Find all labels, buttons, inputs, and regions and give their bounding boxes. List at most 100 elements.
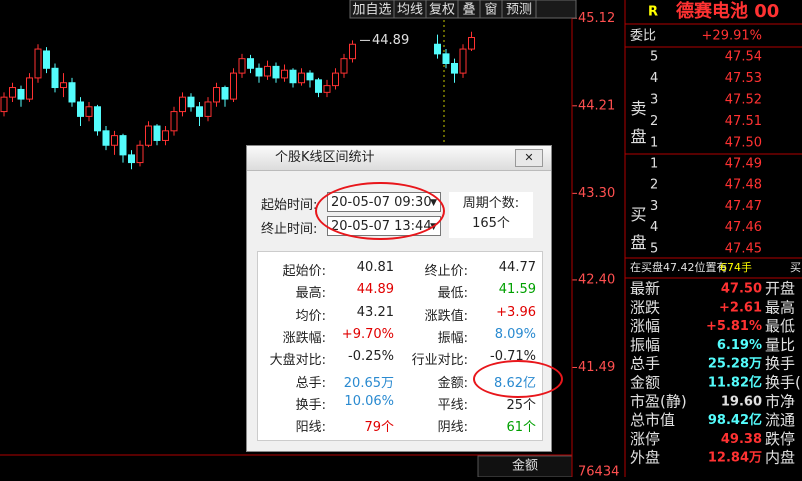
buy-price: 47.45 — [725, 241, 762, 256]
stat-value: 44.89 — [356, 282, 394, 298]
stat-value: 98.42亿 — [708, 412, 762, 428]
toolbar-button-label: 窗 — [484, 2, 497, 18]
candle-body — [306, 72, 314, 81]
start-label: 起始时间: — [261, 198, 318, 213]
count-value: 165个 — [472, 216, 510, 231]
candle-body — [102, 130, 110, 146]
candle-body — [68, 82, 76, 103]
stat-next-label: 开盘 — [765, 280, 795, 298]
stat-next-label: 流通 — [765, 411, 795, 429]
stat-next-label: 市净 — [765, 392, 795, 410]
end-label: 终止时间: — [261, 222, 318, 237]
candle-body — [289, 69, 297, 84]
price-label: 44.21 — [578, 98, 615, 113]
candle-body — [26, 77, 33, 100]
stat-value: 40.81 — [356, 260, 394, 275]
ratio-label: 委比 — [630, 29, 656, 44]
stat-label: 金额: — [437, 375, 468, 391]
stat-value: 12.84万 — [708, 451, 762, 466]
flag: R — [648, 5, 658, 20]
stat-next-label: 换手 — [765, 355, 795, 373]
candle-body — [451, 62, 458, 74]
buy-level: 2 — [650, 178, 658, 193]
stat-label: 涨幅 — [630, 317, 660, 335]
price-label: 43.30 — [578, 186, 615, 201]
sell-price: 47.52 — [725, 93, 762, 108]
price-label-top: 45.12 — [578, 11, 615, 26]
stat-value: 43.21 — [356, 304, 394, 320]
sell-price: 47.51 — [725, 114, 762, 129]
interval-stats-dialog: 个股K线区间统计 ✕ 起始时间: 20-05-07 09:30 终止时间: 20… — [246, 145, 563, 452]
candle-body — [255, 67, 263, 77]
bottom-label: 金额 — [512, 458, 538, 474]
stat-label: 最高: — [295, 286, 326, 302]
stat-value: +3.96 — [496, 304, 536, 320]
price-label: 41.49 — [578, 360, 615, 375]
stat-label: 外盘 — [630, 449, 660, 467]
sell-level: 2 — [650, 114, 658, 129]
stat-next-label: 最低 — [765, 317, 795, 335]
candle-body — [85, 106, 93, 117]
stat-next-label: 量比 — [765, 336, 795, 354]
buy-price: 47.49 — [725, 157, 762, 172]
stat-value: 8.09% — [494, 326, 536, 342]
candle-body — [349, 43, 356, 60]
toolbar-arrows[interactable] — [535, 0, 577, 19]
stat-value: -0.25% — [348, 349, 394, 365]
stat-next-label: 跌停 — [765, 430, 795, 448]
bottom-value: 76434 — [578, 465, 619, 478]
candle-body — [136, 144, 144, 164]
candle-body — [230, 72, 237, 100]
stat-label: 总市值 — [630, 411, 675, 429]
stat-label: 振幅 — [630, 336, 660, 354]
candle-body — [204, 101, 212, 117]
stat-value: 79个 — [364, 420, 394, 436]
notice: 在买盘47.42位置有 — [630, 260, 728, 274]
stat-label: 最低: — [437, 286, 468, 302]
stat-label: 平线: — [437, 397, 468, 413]
stat-value: 10.06% — [344, 393, 394, 409]
stat-value: 20.65万 — [343, 375, 394, 391]
max-label: 44.89 — [372, 33, 409, 48]
count-box: 周期个数: 165个 — [449, 192, 533, 238]
stat-value: +9.70% — [341, 326, 394, 342]
candle-body — [323, 85, 331, 93]
candle-body — [340, 58, 348, 74]
count-label: 周期个数: — [462, 196, 520, 211]
candle-body — [434, 43, 441, 55]
price-label: 42.40 — [578, 272, 615, 287]
sell-level: 3 — [650, 93, 658, 108]
stat-label: 阳线: — [295, 420, 326, 436]
stats-table: 起始价: 40.81 终止价: 44.77 最高: 44.89 最低: 41.59 均价: 43.… — [257, 251, 543, 441]
stat-value: 49.38 — [721, 432, 762, 447]
candle-body — [247, 58, 254, 69]
toolbar-button-label: 叠 — [462, 3, 475, 18]
stat-value: 19.60 — [721, 394, 762, 409]
notice-volume: 674手 — [720, 260, 752, 274]
candle-body — [468, 37, 475, 50]
buy-price: 47.47 — [725, 199, 762, 214]
notice-tail: 买 — [790, 261, 801, 274]
stat-label: 涨跌值: — [424, 308, 468, 324]
sell-level: 4 — [650, 71, 658, 86]
buy-price: 47.46 — [725, 220, 762, 235]
stat-value: +2.61 — [719, 300, 762, 315]
sell-price: 47.54 — [725, 50, 762, 65]
toolbar-button-label: 预测 — [506, 3, 532, 18]
ratio: +29.91% — [702, 29, 762, 44]
candle-body — [153, 125, 161, 141]
candle-body — [145, 125, 152, 146]
candle-body — [94, 106, 101, 132]
stat-label: 换手: — [295, 397, 326, 413]
sell-price: 47.53 — [725, 71, 762, 86]
stat-label: 最新 — [630, 280, 660, 298]
stat-label: 总手 — [630, 355, 660, 373]
highlight-ring — [473, 360, 563, 398]
buy-level: 3 — [650, 199, 658, 214]
candle-body — [179, 96, 186, 113]
close-button[interactable]: ✕ — [515, 149, 543, 167]
stat-label: 涨停 — [630, 430, 660, 448]
stat-label: 金额 — [630, 374, 660, 392]
toolbar-button-label: 复权 — [429, 2, 455, 18]
